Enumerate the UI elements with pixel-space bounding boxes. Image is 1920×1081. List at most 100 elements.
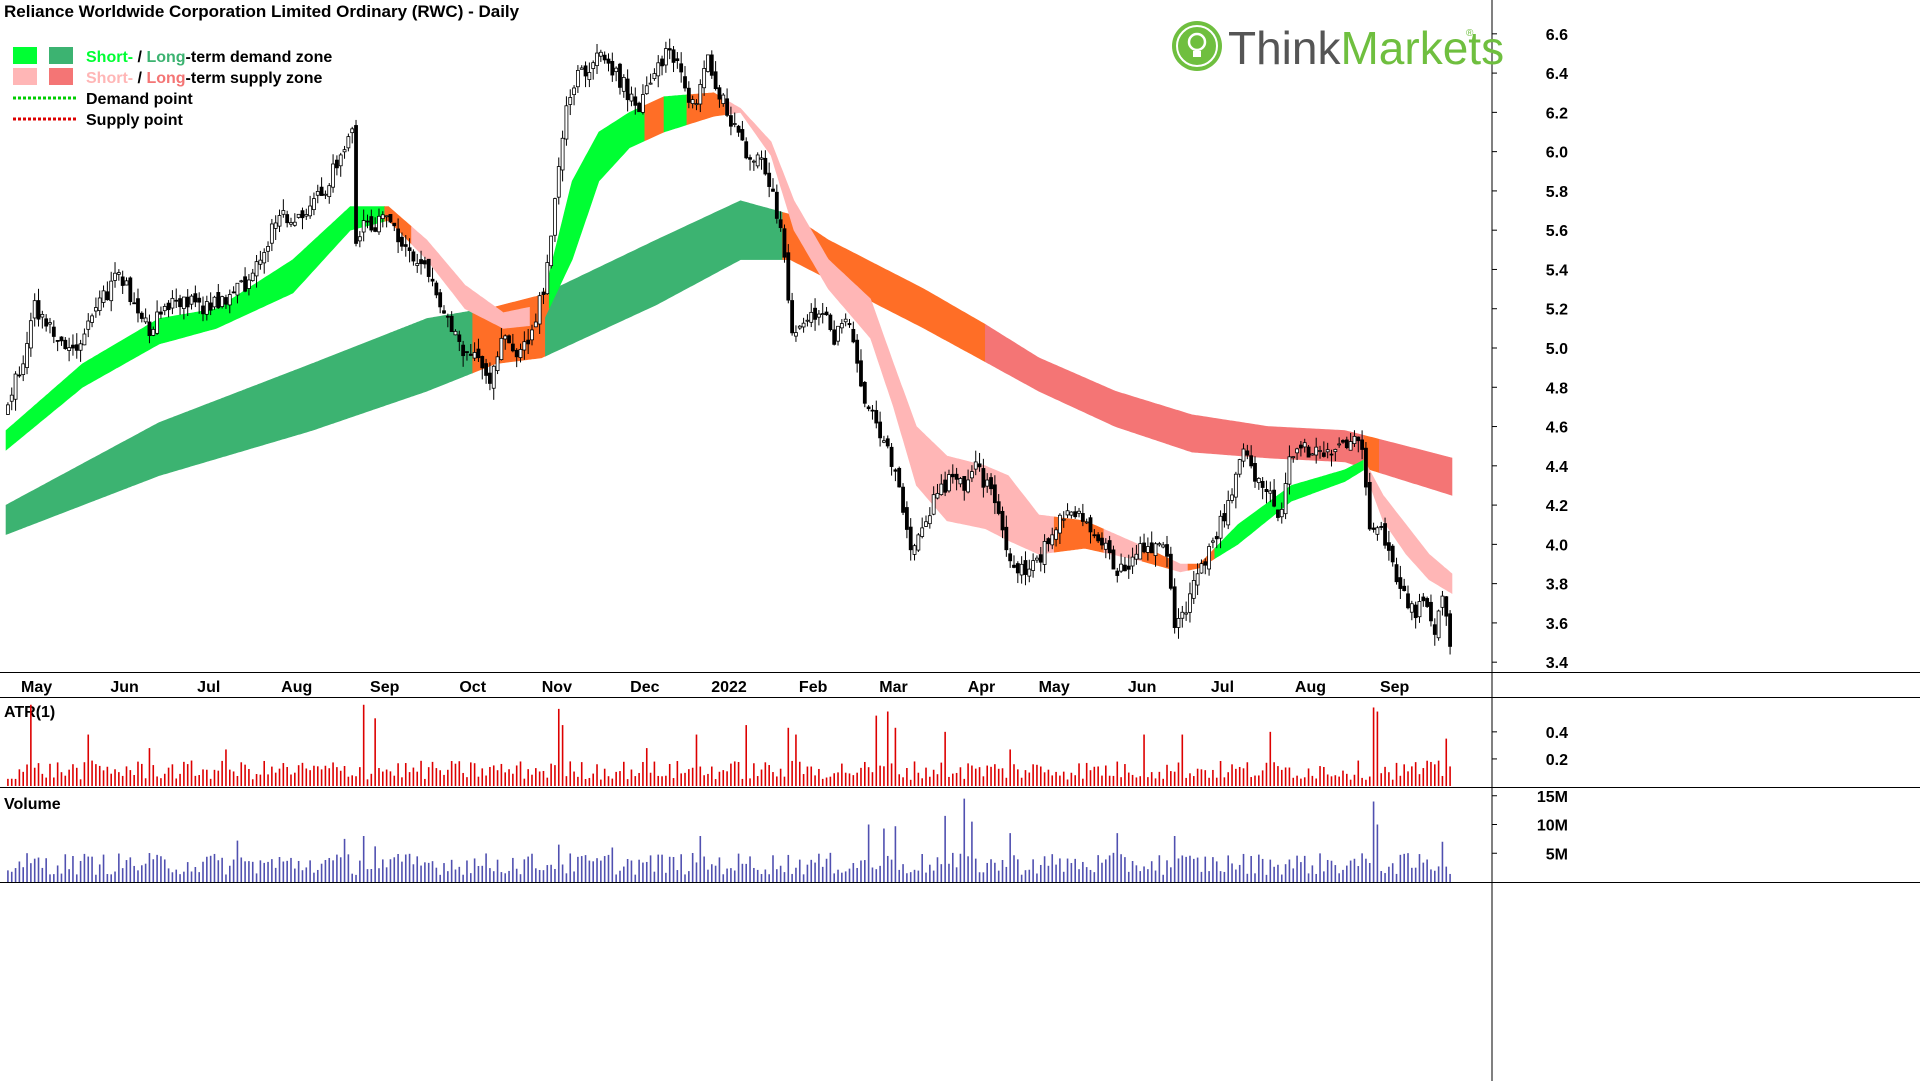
candle bbox=[1264, 480, 1269, 504]
price-tick-label: 6.2 bbox=[1546, 105, 1568, 122]
candle bbox=[1019, 556, 1024, 584]
candle bbox=[369, 209, 374, 233]
candle bbox=[1100, 532, 1104, 550]
x-tick-label: Mar bbox=[879, 679, 907, 696]
candle bbox=[648, 73, 653, 85]
x-tick-label: Aug bbox=[281, 679, 312, 696]
candle bbox=[300, 207, 305, 230]
candle bbox=[537, 292, 542, 334]
candle bbox=[488, 362, 492, 391]
candle bbox=[331, 154, 335, 193]
zones-layer bbox=[5, 92, 1453, 595]
candle bbox=[1149, 531, 1154, 554]
volume-tick-label: 5M bbox=[1546, 846, 1568, 863]
candle bbox=[790, 292, 795, 336]
candle bbox=[1199, 559, 1204, 574]
x-tick-label: Apr bbox=[968, 679, 996, 696]
price-tick-label: 5.0 bbox=[1546, 341, 1568, 358]
candle bbox=[801, 317, 806, 333]
candle bbox=[1249, 445, 1254, 469]
candle bbox=[327, 183, 332, 204]
candle bbox=[973, 450, 978, 476]
candle bbox=[434, 280, 439, 299]
candle bbox=[1409, 600, 1414, 621]
candle bbox=[908, 518, 913, 561]
candle bbox=[124, 277, 129, 286]
price-tick-label: 6.4 bbox=[1546, 66, 1568, 83]
candle bbox=[231, 286, 236, 294]
candle bbox=[411, 249, 416, 266]
volume-label: Volume bbox=[4, 796, 61, 813]
candle bbox=[541, 287, 546, 305]
candle bbox=[530, 324, 534, 346]
candle bbox=[663, 41, 668, 73]
candle bbox=[920, 517, 925, 539]
candle bbox=[751, 159, 756, 171]
candle bbox=[1425, 596, 1430, 608]
candle bbox=[1360, 430, 1365, 460]
candle bbox=[981, 458, 986, 498]
candle bbox=[132, 292, 137, 305]
legend-label-part: Demand point bbox=[86, 91, 193, 108]
candle bbox=[1291, 456, 1296, 463]
candle bbox=[1188, 582, 1192, 623]
candle bbox=[1191, 570, 1196, 605]
candle bbox=[771, 178, 775, 192]
x-tick-label: Jun bbox=[110, 679, 138, 696]
candle bbox=[400, 232, 404, 251]
candle bbox=[595, 43, 599, 74]
candle bbox=[621, 74, 626, 98]
candle bbox=[985, 473, 990, 493]
candle bbox=[587, 62, 592, 88]
x-tick-label: 2022 bbox=[711, 679, 747, 696]
candle bbox=[415, 253, 420, 273]
price-tick-label: 5.4 bbox=[1546, 262, 1568, 279]
candle bbox=[1168, 546, 1173, 591]
candle bbox=[44, 314, 49, 332]
candle bbox=[1012, 555, 1016, 569]
candle bbox=[86, 313, 91, 338]
candle bbox=[1027, 559, 1032, 583]
candle bbox=[55, 340, 60, 352]
candle bbox=[235, 282, 240, 304]
candle bbox=[334, 155, 339, 176]
candle bbox=[166, 300, 171, 318]
lightbulb-base bbox=[1193, 51, 1201, 57]
candle bbox=[71, 334, 75, 356]
candle bbox=[1134, 544, 1139, 565]
candle bbox=[1341, 439, 1345, 444]
candle bbox=[258, 250, 263, 270]
candle bbox=[526, 329, 531, 355]
candle bbox=[361, 209, 366, 242]
candle bbox=[897, 466, 902, 488]
candle bbox=[472, 342, 477, 361]
candle bbox=[1260, 477, 1265, 500]
legend-swatch-short bbox=[13, 68, 37, 85]
candle bbox=[40, 310, 45, 329]
brand-think: Think bbox=[1228, 22, 1341, 74]
candle bbox=[1172, 578, 1177, 634]
candle bbox=[32, 293, 37, 327]
candle bbox=[1394, 557, 1399, 585]
candle bbox=[189, 294, 194, 310]
candle bbox=[1096, 532, 1101, 543]
candle bbox=[767, 162, 772, 198]
price-tick-label: 6.0 bbox=[1546, 145, 1568, 162]
candle bbox=[1195, 563, 1200, 596]
candle bbox=[744, 137, 749, 160]
candle bbox=[1222, 503, 1227, 528]
candle bbox=[281, 199, 286, 218]
candle bbox=[97, 290, 102, 316]
candle bbox=[709, 50, 714, 79]
candle bbox=[564, 96, 569, 146]
candle bbox=[633, 87, 638, 115]
candle bbox=[407, 238, 412, 263]
candle bbox=[181, 296, 186, 320]
candle bbox=[1402, 578, 1407, 592]
candle bbox=[966, 469, 970, 494]
candle bbox=[1364, 442, 1368, 496]
candle bbox=[732, 112, 737, 128]
candle bbox=[67, 337, 72, 362]
candle bbox=[614, 66, 619, 82]
